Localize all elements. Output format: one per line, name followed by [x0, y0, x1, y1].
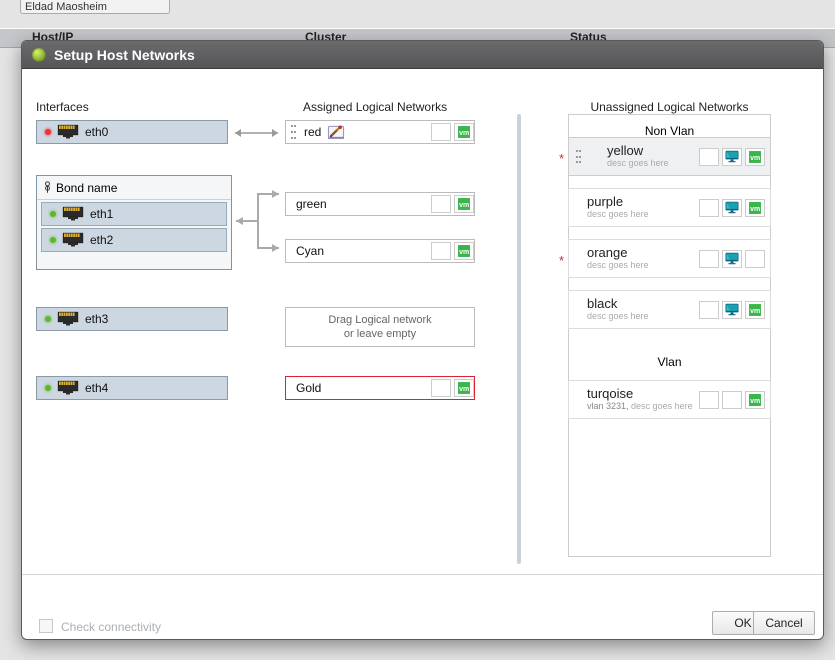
svg-text:vm: vm [750, 308, 760, 315]
svg-text:vm: vm [459, 386, 469, 393]
svg-text:vm: vm [750, 206, 760, 213]
svg-text:vm: vm [750, 155, 760, 162]
svg-text:vm: vm [459, 130, 469, 137]
svg-text:vm: vm [459, 202, 469, 209]
svg-text:vm: vm [750, 398, 760, 405]
svg-text:vm: vm [459, 249, 469, 256]
